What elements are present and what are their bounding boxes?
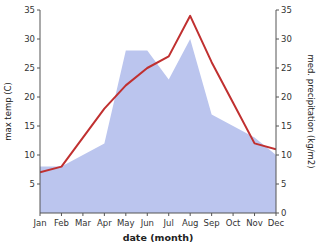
y-tick — [37, 97, 40, 98]
y2-tick — [276, 184, 279, 185]
x-tick — [168, 213, 169, 216]
y2-tick-label: 25 — [281, 63, 292, 73]
plot-area — [40, 16, 276, 213]
y-tick — [37, 155, 40, 156]
y-tick-label: 35 — [24, 5, 35, 15]
y-tick-label: 20 — [24, 92, 35, 102]
temperature-line — [40, 16, 276, 173]
y-tick-label: 10 — [24, 150, 35, 160]
y2-tick-label: 30 — [281, 34, 292, 44]
y2-tick — [276, 68, 279, 69]
x-tick-label: Jun — [140, 218, 154, 228]
x-tick — [233, 213, 234, 216]
x-tick — [211, 213, 212, 216]
chart: Jan Feb Mar Apr May Jun Jul Aug Sep Oct Nov Dec 5 10 1… — [0, 0, 318, 247]
x-tick — [147, 213, 148, 216]
x-tick — [190, 213, 191, 216]
y2-tick — [276, 126, 279, 127]
y-tick — [37, 68, 40, 69]
x-tick-label: Oct — [226, 218, 241, 228]
y2-tick-label: 0 — [281, 208, 286, 218]
y2-tick-label: 10 — [281, 150, 292, 160]
y2-tick-label: 15 — [281, 121, 292, 131]
x-tick-label: May — [117, 218, 135, 228]
y2-axis-label: med. precipitation (kg/m2) — [306, 54, 316, 168]
y2-axis-line — [276, 10, 277, 213]
x-tick — [125, 213, 126, 216]
y-tick-label: 15 — [24, 121, 35, 131]
y2-tick-label: 20 — [281, 92, 292, 102]
x-tick — [61, 213, 62, 216]
x-tick-label: Jul — [163, 218, 174, 228]
x-tick — [82, 213, 83, 216]
y-tick — [37, 10, 40, 11]
x-tick — [254, 213, 255, 216]
y-tick — [37, 39, 40, 40]
x-axis-line — [40, 213, 276, 214]
x-tick-label: Aug — [182, 218, 199, 228]
y-tick-label: 25 — [24, 63, 35, 73]
y2-tick — [276, 10, 279, 11]
y-tick — [37, 184, 40, 185]
y2-tick — [276, 155, 279, 156]
y-tick-label: 5 — [30, 179, 35, 189]
x-axis-label: date (month) — [123, 232, 194, 243]
x-tick-label: Nov — [246, 218, 263, 228]
y-tick — [37, 126, 40, 127]
x-tick-label: Mar — [75, 218, 92, 228]
x-tick — [40, 213, 41, 216]
y2-tick-label: 5 — [281, 179, 286, 189]
y2-tick-label: 35 — [281, 5, 292, 15]
x-tick-label: Jan — [32, 218, 46, 228]
y-axis-label: max temp (C) — [3, 82, 13, 141]
precipitation-area — [40, 39, 276, 213]
x-tick-label: Dec — [268, 218, 285, 228]
x-tick-label: Feb — [54, 218, 69, 228]
y-tick-label: 30 — [24, 34, 35, 44]
y-axis-line — [40, 10, 41, 213]
y2-tick — [276, 39, 279, 40]
x-tick — [104, 213, 105, 216]
axes: Jan Feb Mar Apr May Jun Jul Aug Sep Oct Nov Dec 5 10 1… — [24, 5, 292, 228]
x-tick-label: Apr — [97, 218, 112, 228]
y2-tick — [276, 213, 279, 214]
y2-tick — [276, 97, 279, 98]
x-tick-label: Sep — [204, 218, 220, 228]
